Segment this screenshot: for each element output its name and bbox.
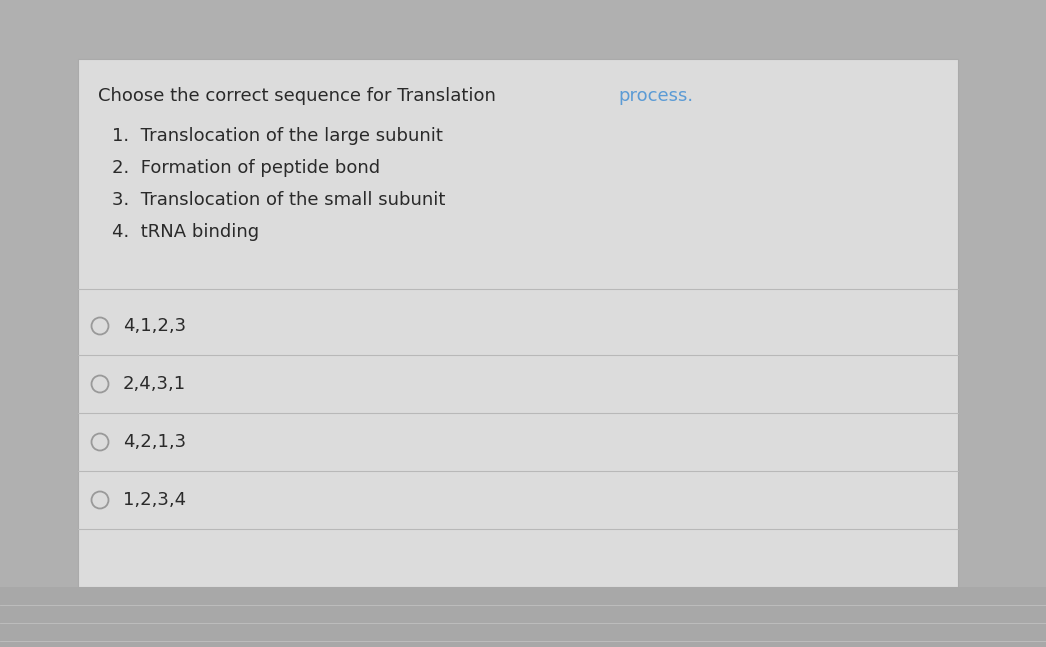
Bar [0,587,1046,647]
Text: 1,2,3,4: 1,2,3,4 [123,491,186,509]
Text: 4,2,1,3: 4,2,1,3 [123,433,186,451]
Text: 4,1,2,3: 4,1,2,3 [123,317,186,335]
Text: 2,4,3,1: 2,4,3,1 [123,375,186,393]
Text: 1.  Translocation of the large subunit: 1. Translocation of the large subunit [112,127,442,145]
Text: 3.  Translocation of the small subunit: 3. Translocation of the small subunit [112,191,446,209]
Text: Choose the correct sequence for Translation: Choose the correct sequence for Translat… [98,87,502,105]
Text: 4.  tRNA binding: 4. tRNA binding [112,223,259,241]
Text: process.: process. [619,87,693,105]
Text: 2.  Formation of peptide bond: 2. Formation of peptide bond [112,159,380,177]
FancyBboxPatch shape [78,59,958,587]
